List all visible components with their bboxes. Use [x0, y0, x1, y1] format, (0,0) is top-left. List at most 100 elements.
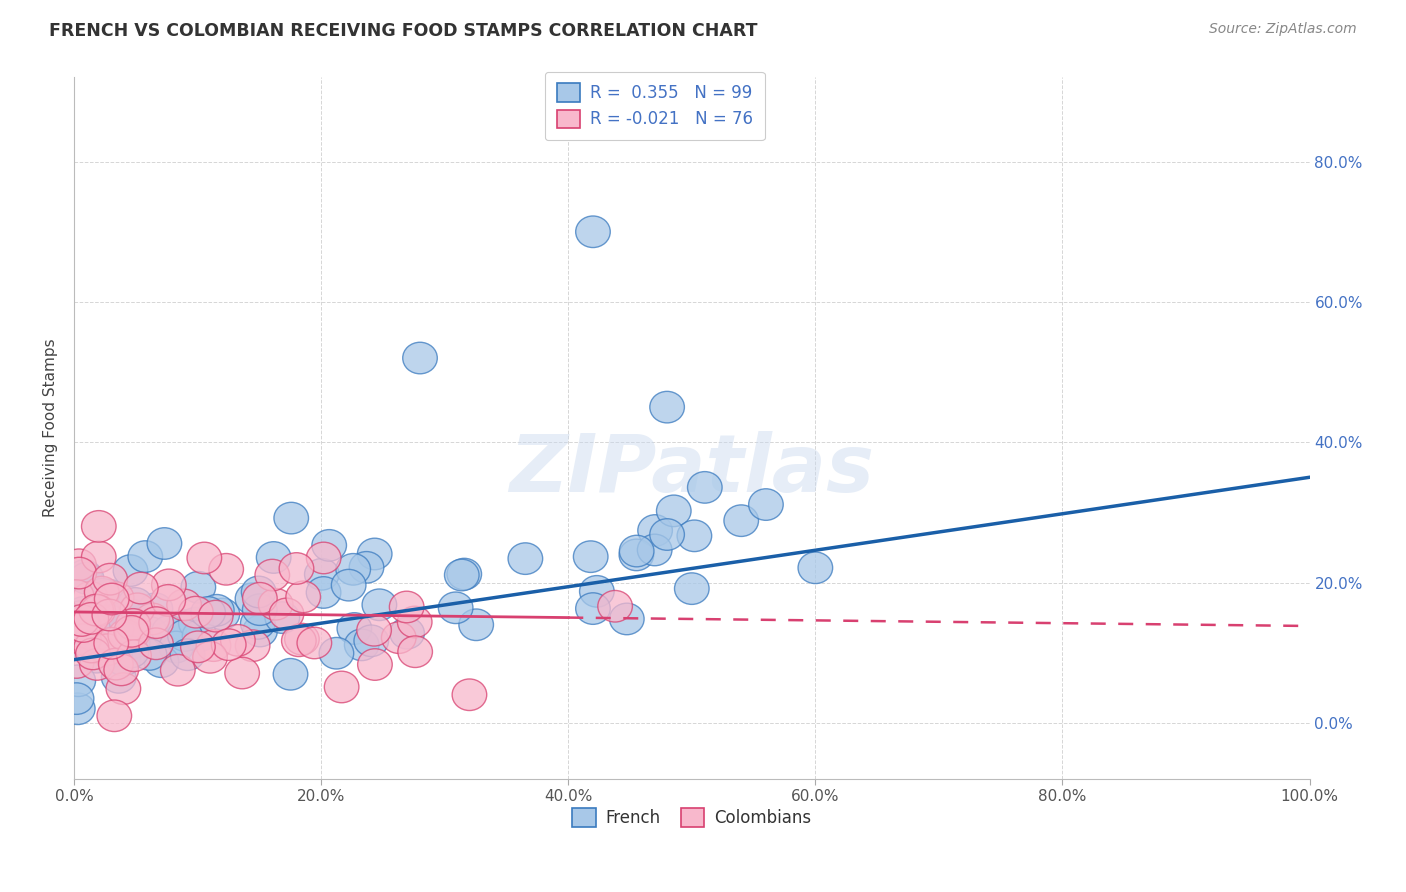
Ellipse shape [273, 658, 308, 690]
Ellipse shape [105, 644, 141, 676]
Ellipse shape [688, 472, 723, 503]
Ellipse shape [193, 641, 228, 673]
Ellipse shape [191, 597, 225, 628]
Ellipse shape [114, 636, 149, 668]
Ellipse shape [75, 632, 108, 663]
Ellipse shape [799, 552, 832, 583]
Ellipse shape [139, 628, 173, 659]
Ellipse shape [197, 630, 231, 661]
Ellipse shape [59, 607, 94, 638]
Ellipse shape [94, 627, 128, 659]
Ellipse shape [444, 559, 479, 591]
Ellipse shape [243, 582, 277, 614]
Ellipse shape [90, 634, 125, 665]
Ellipse shape [115, 617, 150, 648]
Ellipse shape [398, 607, 432, 638]
Ellipse shape [62, 558, 97, 589]
Ellipse shape [114, 606, 148, 637]
Ellipse shape [59, 682, 94, 714]
Ellipse shape [69, 563, 104, 594]
Ellipse shape [159, 632, 194, 663]
Ellipse shape [337, 613, 371, 644]
Ellipse shape [225, 657, 260, 689]
Ellipse shape [63, 601, 98, 632]
Ellipse shape [167, 610, 201, 641]
Ellipse shape [181, 572, 215, 603]
Ellipse shape [65, 606, 100, 638]
Ellipse shape [575, 593, 610, 624]
Ellipse shape [389, 617, 425, 649]
Ellipse shape [200, 594, 233, 626]
Ellipse shape [508, 543, 543, 574]
Ellipse shape [402, 343, 437, 374]
Ellipse shape [59, 580, 94, 611]
Ellipse shape [285, 581, 321, 613]
Ellipse shape [235, 630, 270, 662]
Ellipse shape [243, 615, 277, 647]
Ellipse shape [75, 603, 108, 634]
Ellipse shape [574, 541, 607, 573]
Ellipse shape [458, 609, 494, 640]
Ellipse shape [100, 582, 134, 614]
Ellipse shape [349, 551, 384, 583]
Ellipse shape [80, 632, 114, 664]
Ellipse shape [132, 639, 167, 670]
Ellipse shape [150, 584, 186, 616]
Ellipse shape [82, 510, 117, 542]
Ellipse shape [357, 538, 392, 570]
Ellipse shape [80, 595, 115, 626]
Ellipse shape [70, 607, 105, 639]
Ellipse shape [242, 594, 277, 625]
Ellipse shape [97, 700, 132, 731]
Text: ZIPatlas: ZIPatlas [509, 431, 875, 509]
Ellipse shape [66, 611, 101, 642]
Ellipse shape [84, 578, 120, 610]
Ellipse shape [209, 554, 243, 585]
Ellipse shape [180, 631, 215, 663]
Ellipse shape [398, 636, 433, 667]
Ellipse shape [138, 593, 173, 624]
Ellipse shape [128, 541, 163, 573]
Ellipse shape [86, 599, 121, 631]
Ellipse shape [112, 599, 146, 630]
Ellipse shape [170, 639, 205, 671]
Ellipse shape [76, 611, 110, 643]
Ellipse shape [82, 541, 117, 573]
Ellipse shape [650, 392, 685, 423]
Ellipse shape [312, 530, 346, 561]
Ellipse shape [118, 588, 152, 619]
Ellipse shape [357, 648, 392, 681]
Ellipse shape [101, 662, 136, 693]
Ellipse shape [675, 573, 709, 605]
Ellipse shape [93, 564, 128, 595]
Ellipse shape [91, 579, 127, 611]
Ellipse shape [114, 608, 149, 640]
Ellipse shape [115, 608, 150, 640]
Ellipse shape [205, 599, 239, 630]
Text: FRENCH VS COLOMBIAN RECEIVING FOOD STAMPS CORRELATION CHART: FRENCH VS COLOMBIAN RECEIVING FOOD STAMP… [49, 22, 758, 40]
Ellipse shape [84, 576, 120, 607]
Ellipse shape [336, 554, 371, 585]
Ellipse shape [79, 641, 114, 673]
Ellipse shape [657, 495, 692, 526]
Ellipse shape [104, 654, 139, 686]
Ellipse shape [453, 679, 486, 711]
Ellipse shape [354, 625, 388, 657]
Ellipse shape [575, 216, 610, 248]
Legend: French, Colombians: French, Colombians [565, 802, 818, 834]
Ellipse shape [254, 559, 290, 591]
Ellipse shape [211, 629, 246, 660]
Ellipse shape [152, 569, 186, 600]
Ellipse shape [183, 620, 217, 651]
Ellipse shape [139, 607, 173, 639]
Ellipse shape [357, 615, 391, 646]
Ellipse shape [114, 615, 149, 647]
Ellipse shape [242, 576, 276, 607]
Ellipse shape [66, 624, 101, 656]
Ellipse shape [381, 622, 416, 654]
Ellipse shape [198, 600, 233, 632]
Ellipse shape [117, 640, 152, 672]
Ellipse shape [307, 542, 340, 574]
Ellipse shape [94, 583, 129, 615]
Ellipse shape [65, 605, 98, 636]
